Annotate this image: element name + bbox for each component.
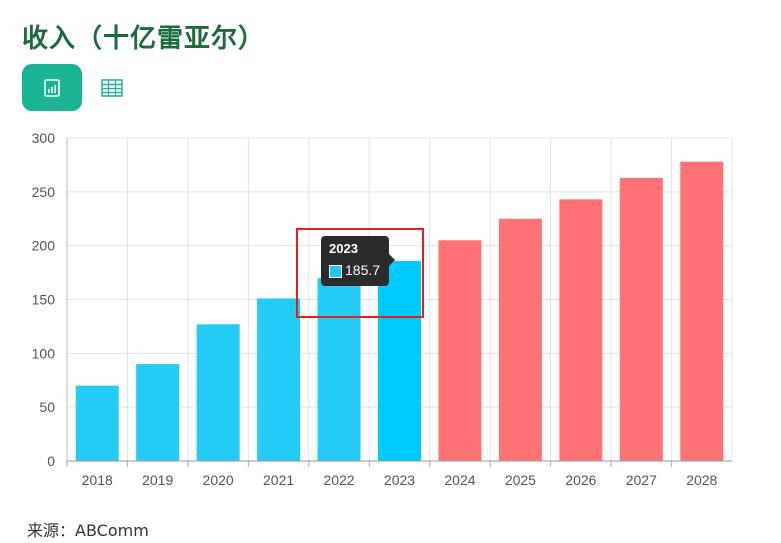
chart-title: 收入（十亿雷亚尔） xyxy=(22,24,266,54)
y-tick-label: 100 xyxy=(32,345,56,361)
x-tick-label: 2022 xyxy=(323,472,354,488)
bar-2018[interactable] xyxy=(75,385,119,461)
tooltip-color-swatch xyxy=(329,265,342,278)
table-grid-icon xyxy=(101,78,123,97)
table-view-button[interactable] xyxy=(92,64,132,111)
y-tick-label: 300 xyxy=(32,130,56,146)
tooltip-caret xyxy=(389,254,395,266)
revenue-bar-chart: 0 50 100 150 200 250 300 2018 2019 2020 2021 2022 2… xyxy=(32,130,733,488)
revenue-chart: 0 50 100 150 200 250 300 2018 2019 2020 2021 2022 2… xyxy=(0,120,781,500)
bar-2027[interactable] xyxy=(619,177,663,461)
bar-2021[interactable] xyxy=(257,298,301,461)
x-tick-label: 2026 xyxy=(565,472,596,488)
highlight-annotation-box xyxy=(296,228,424,318)
bar-2028[interactable] xyxy=(680,161,724,461)
x-tick-label: 2019 xyxy=(142,472,173,488)
bar-2022[interactable] xyxy=(317,277,361,461)
x-tick-label: 2021 xyxy=(263,472,294,488)
bar-2019[interactable] xyxy=(136,364,180,461)
bar-tooltip: 2023 185.7 xyxy=(321,236,395,286)
bar-chart-icon xyxy=(44,78,60,97)
bar-2024[interactable] xyxy=(438,240,482,461)
chart-view-button[interactable] xyxy=(22,64,82,111)
x-tick-label: 2024 xyxy=(444,472,475,488)
x-tick-label: 2028 xyxy=(686,472,717,488)
bar-2020[interactable] xyxy=(196,324,240,461)
y-tick-label: 250 xyxy=(32,184,56,200)
y-tick-label: 0 xyxy=(47,453,55,469)
bar-2025[interactable] xyxy=(498,218,542,461)
x-tick-label: 2025 xyxy=(505,472,536,488)
y-tick-label: 150 xyxy=(32,292,56,308)
x-tick-label: 2027 xyxy=(626,472,657,488)
bar-2023[interactable] xyxy=(378,261,421,461)
y-tick-label: 200 xyxy=(32,238,56,254)
bar-2026[interactable] xyxy=(559,199,603,461)
x-tick-label: 2018 xyxy=(82,472,113,488)
x-tick-label: 2020 xyxy=(203,472,234,488)
tooltip-year: 2023 xyxy=(329,241,358,256)
source-note: 来源：ABComm xyxy=(27,521,149,540)
tooltip-value: 185.7 xyxy=(345,262,381,278)
x-tick-label: 2023 xyxy=(384,472,415,488)
y-tick-label: 50 xyxy=(39,399,55,415)
